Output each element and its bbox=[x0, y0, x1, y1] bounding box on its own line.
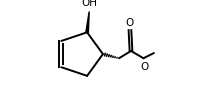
Polygon shape bbox=[86, 12, 89, 32]
Text: OH: OH bbox=[82, 0, 98, 8]
Text: O: O bbox=[126, 18, 134, 28]
Text: O: O bbox=[140, 62, 148, 72]
